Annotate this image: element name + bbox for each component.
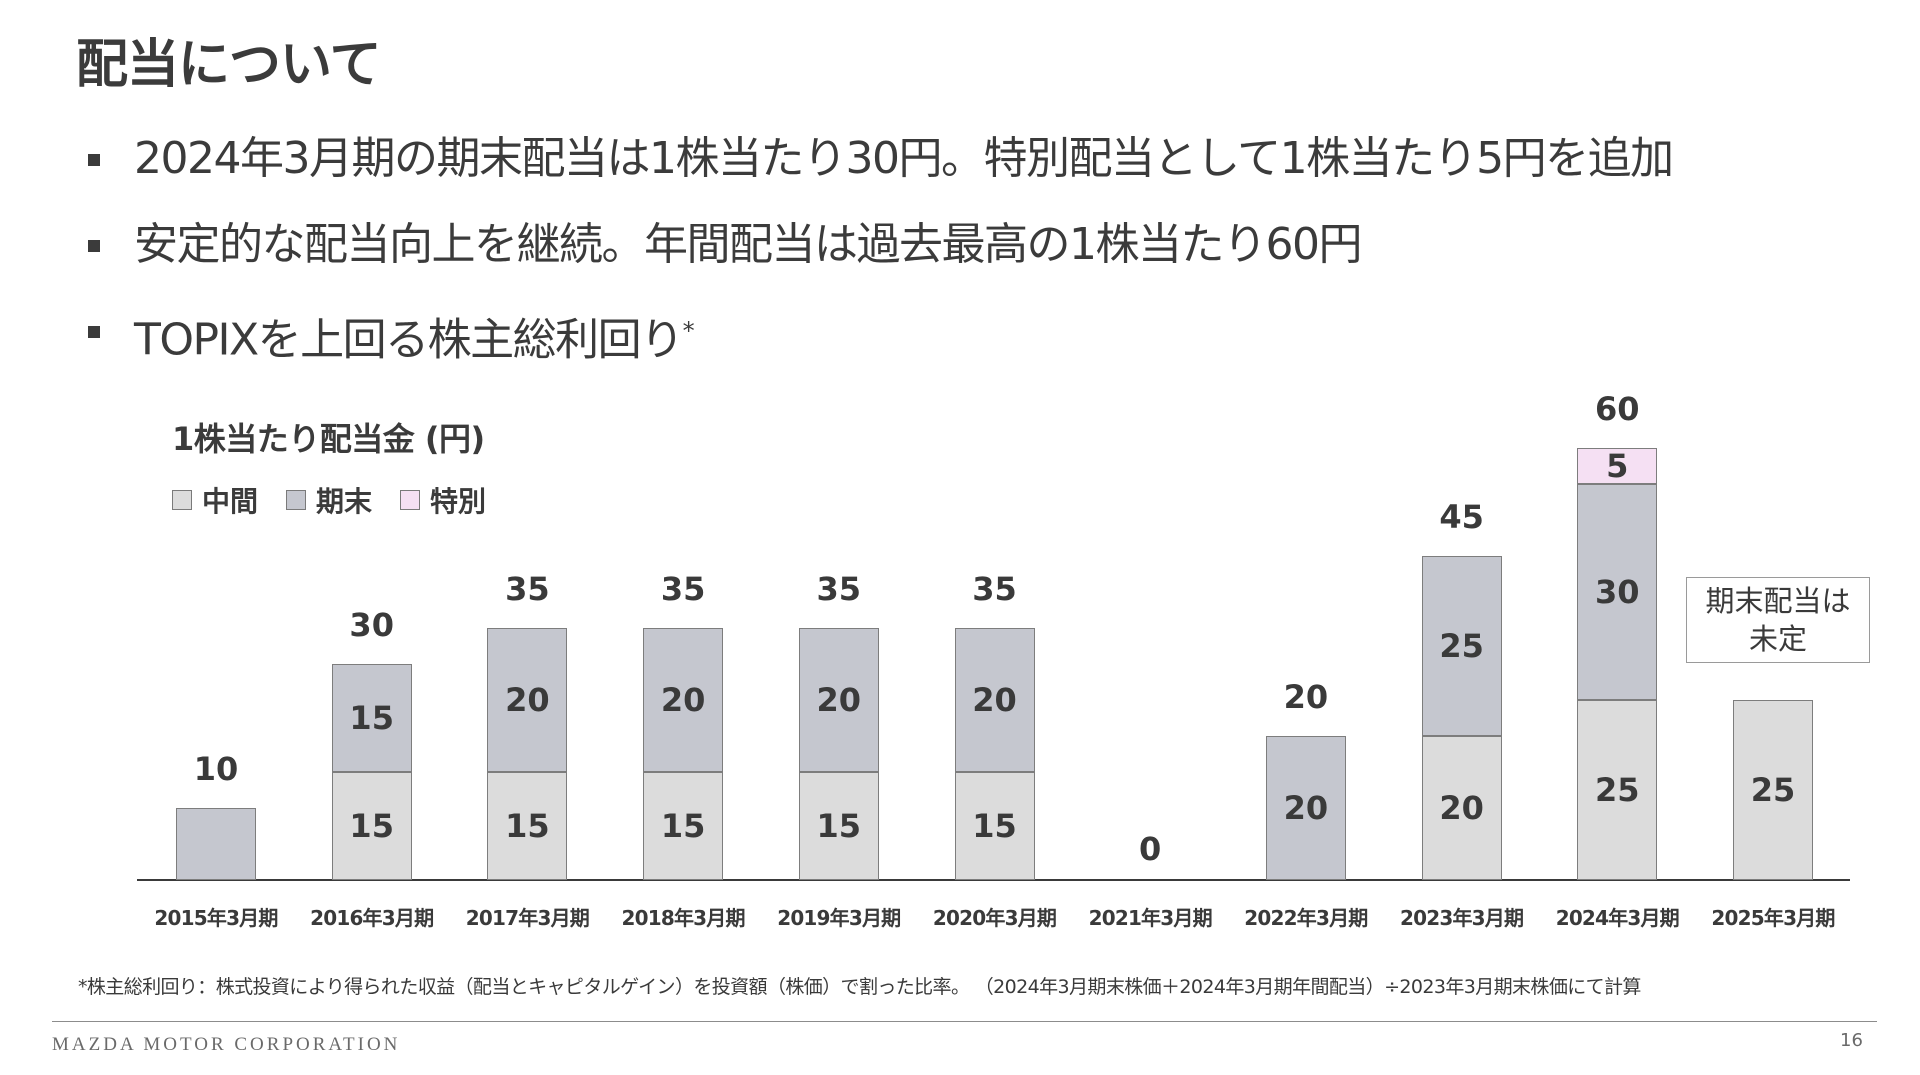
legend-item-interim: 中間 [172, 480, 258, 520]
square-bullet-icon [88, 326, 100, 338]
x-axis-tick-label: 2016年3月期 [310, 906, 434, 930]
dividend-bar-chart: 10 2015年3月期 15 15 30 2016年3月期 15 20 35 2017年3月期 15… [137, 390, 1850, 930]
legend-item-special: 特別 [400, 480, 486, 520]
footnote: *株主総利回り：株式投資により得られた収益（配当とキャピタルゲイン）を投資額（株… [78, 976, 1641, 998]
bullet-text: 2024年3月期の期末配当は1株当たり30円。特別配当として1株当たり5円を追加 [134, 133, 1674, 184]
legend-label: 期末 [316, 485, 373, 518]
bar-total-label: 30 [349, 606, 394, 644]
x-axis-line [137, 879, 1850, 881]
footnote-marker: * [682, 317, 695, 345]
x-axis-tick-label: 2015年3月期 [154, 906, 278, 930]
bar-total-label: 60 [1595, 390, 1640, 428]
page-number: 16 [1840, 1030, 1863, 1051]
bar-total-label: 35 [816, 570, 862, 608]
legend-swatch-year-end [286, 490, 307, 510]
company-logo-text: MAZDA MOTOR CORPORATION [52, 1034, 401, 1055]
bar-segment-interim: 25 [1733, 700, 1813, 880]
bar-total-label: 35 [505, 570, 550, 608]
note-line: 期末配当は [1705, 584, 1851, 618]
undecided-note-box: 期末配当は 未定 [1686, 577, 1870, 663]
bullet-item: TOPIXを上回る株主総利回り* [88, 300, 1673, 386]
x-axis-tick-label: 2020年3月期 [932, 906, 1057, 930]
bullet-list: 2024年3月期の期末配当は1株当たり30円。特別配当として1株当たり5円を追加… [88, 128, 1674, 386]
legend-swatch-interim [172, 490, 192, 510]
bar-segment-year-end: 20 [643, 628, 724, 772]
bullet-item: 安定的な配当向上を継続。年間配当は過去最高の1株当たり60円 [88, 214, 1673, 300]
square-bullet-icon [88, 154, 100, 166]
bar-segment-interim: 15 [954, 772, 1035, 880]
bar-total-label: 35 [972, 570, 1017, 608]
x-axis-tick-label: 2024年3月期 [1555, 906, 1680, 930]
x-axis-tick-label: 2019年3月期 [777, 906, 901, 930]
legend-item-year-end: 期末 [286, 480, 372, 520]
footer-divider [52, 1021, 1877, 1022]
bullet-item: 2024年3月期の期末配当は1株当たり30円。特別配当として1株当たり5円を追加 [88, 128, 1674, 214]
bar-total-label: 0 [1139, 830, 1162, 868]
bar-segment-year-end: 20 [1265, 736, 1346, 880]
bar-segment-interim: 15 [643, 772, 724, 880]
bar-total-label: 35 [660, 570, 706, 608]
page-title: 配当について [76, 35, 381, 95]
bar-segment-year-end: 25 [1421, 556, 1502, 736]
bar-segment-interim: 20 [1421, 736, 1502, 880]
bar-segment-year-end [176, 808, 256, 880]
legend-swatch-special [400, 490, 421, 510]
bar-segment-year-end: 30 [1577, 484, 1658, 700]
legend-label: 中間 [202, 485, 259, 518]
bar-segment-special: 5 [1577, 447, 1658, 485]
note-line: 未定 [1748, 622, 1807, 656]
x-axis-tick-label: 2022年3月期 [1244, 906, 1368, 930]
x-axis-tick-label: 2018年3月期 [621, 906, 746, 930]
bar-total-label: 20 [1283, 678, 1329, 716]
bar-segment-year-end: 20 [487, 628, 568, 772]
bullet-text: TOPIXを上回る株主総利回り [134, 314, 684, 366]
x-axis-tick-label: 2017年3月期 [465, 906, 590, 930]
x-axis-tick-label: 2025年3月期 [1711, 906, 1835, 930]
bar-segment-interim: 25 [1577, 700, 1658, 880]
chart-legend: 中間 期末 特別 [172, 480, 486, 520]
bar-segment-interim: 15 [798, 772, 879, 880]
bar-segment-interim: 15 [331, 772, 412, 880]
bar-segment-interim: 15 [487, 772, 568, 880]
bullet-text: 安定的な配当向上を継続。年間配当は過去最高の1株当たり60円 [134, 219, 1362, 270]
bar-segment-year-end: 20 [798, 628, 879, 772]
bar-total-label: 45 [1439, 498, 1484, 536]
bar-total-label: 10 [193, 750, 239, 788]
x-axis-tick-label: 2023年3月期 [1400, 906, 1524, 930]
chart-title: 1株当たり配当金 (円) [172, 420, 485, 458]
x-axis-tick-label: 2021年3月期 [1088, 906, 1213, 930]
square-bullet-icon [88, 240, 100, 252]
bar-segment-year-end: 15 [331, 664, 412, 772]
legend-label: 特別 [430, 485, 487, 518]
bar-segment-year-end: 20 [954, 628, 1035, 772]
